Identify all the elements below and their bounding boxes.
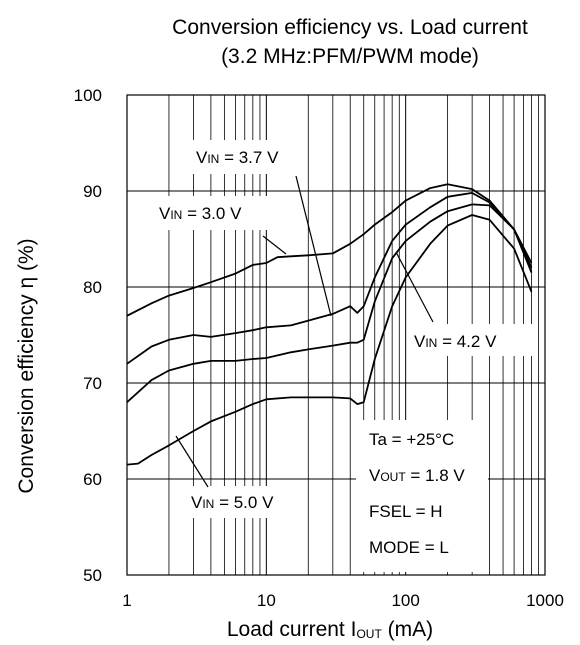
plot-frame <box>126 94 546 576</box>
y-tick-label: 90 <box>83 182 102 201</box>
series-line-0 <box>126 183 533 317</box>
x-tick-label: 100 <box>391 591 419 610</box>
condition-vout: VOUT = 1.8 V <box>369 466 465 485</box>
label-boxes <box>151 140 536 572</box>
y-tick-label: 60 <box>83 470 102 489</box>
y-tick-label: 100 <box>74 86 102 105</box>
y-tick-label: 70 <box>83 374 102 393</box>
label-vin-3-7: VIN = 3.7 V <box>196 148 279 167</box>
chart-subtitle: (3.2 MHz:PFM/PWM mode) <box>221 45 479 68</box>
chart-title: Conversion efficiency vs. Load current <box>172 16 528 39</box>
x-tick-label: 1 <box>122 591 131 610</box>
x-axis-label: Load current IOUT (mA) <box>227 618 433 641</box>
leader-lines <box>175 175 434 488</box>
label-vin-5-0: VIN = 5.0 V <box>191 493 274 512</box>
y-tick-label: 50 <box>83 566 102 585</box>
condition-mode: MODE = L <box>369 538 449 557</box>
condition-fsel: FSEL = H <box>369 502 443 521</box>
series-lines <box>126 183 533 466</box>
x-tick-label: 1000 <box>526 591 564 610</box>
x-tick-label: 10 <box>257 591 276 610</box>
y-tick-label: 80 <box>83 278 102 297</box>
tick-labels: 1 10 100 1000 100 90 80 70 60 50 <box>74 86 564 610</box>
condition-ta: Ta = +25°C <box>369 430 454 449</box>
series-line-2 <box>126 203 533 403</box>
y-axis-label: Conversion efficiency η (%) <box>15 238 38 493</box>
series-line-3 <box>126 214 533 466</box>
series-line-1 <box>126 191 533 365</box>
label-vin-3-0: VIN = 3.0 V <box>159 204 242 223</box>
label-vin-4-2: VIN = 4.2 V <box>414 332 497 351</box>
